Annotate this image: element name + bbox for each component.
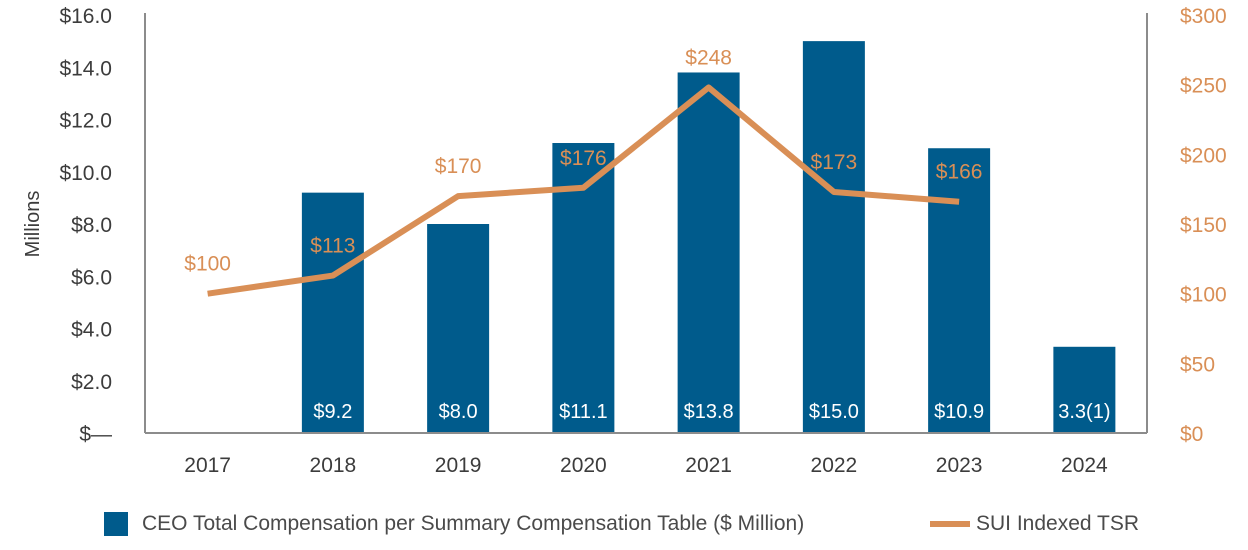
y-left-tick-label: $— [79,423,112,446]
tsr-value-label: $113 [310,235,355,258]
bar-2022 [802,41,865,433]
y-right-tick-label: $50 [1180,353,1215,376]
y-right-tick-label: $300 [1180,5,1227,28]
x-tick-label: 2017 [184,454,231,477]
bar-2019 [427,224,490,433]
tsr-value-label: $170 [435,155,482,178]
bar-value-label: $13.8 [684,401,734,423]
y-right-tick-label: $100 [1180,284,1227,307]
y-left-tick-label: $8.0 [71,214,112,237]
bar-2024 [1053,346,1116,433]
legend-item-tsr: SUI Indexed TSR [930,512,1139,536]
tsr-value-label: $173 [811,151,858,174]
y-left-tick-label: $6.0 [71,266,112,289]
y-left-tick-label: $10.0 [59,162,112,185]
chart: $— $2.0 $4.0 $6.0 $8.0 $10.0 $12.0 $14.0 $16.0 $0… [22,5,1227,477]
tsr-line [207,84,960,297]
y-axis-title: Millions [22,191,44,258]
legend-label-tsr: SUI Indexed TSR [976,512,1140,535]
y-left-tick-label: $16.0 [59,5,112,28]
x-tick-label: 2022 [811,454,858,477]
x-tick-label: 2018 [310,454,357,477]
bar-value-label: 3.3(1) [1058,401,1110,423]
x-tick-label: 2023 [936,454,983,477]
y-right-tick-label: $150 [1180,214,1227,237]
legend-swatch-tsr [930,521,970,527]
legend-swatch-compensation [104,512,128,536]
y-right-tick-label: $0 [1180,423,1203,446]
tsr-value-label: $176 [560,147,607,170]
x-tick-label: 2024 [1061,454,1108,477]
bar-value-label: $8.0 [439,401,478,423]
y-right-tick-label: $250 [1180,75,1227,98]
tsr-value-label: $248 [685,46,732,69]
legend-label-compensation: CEO Total Compensation per Summary Compe… [142,512,805,535]
y-left-tick-label: $4.0 [71,319,112,342]
bar-value-label: $9.2 [313,401,352,423]
bar-value-label: $11.1 [559,401,608,423]
y-left-tick-label: $2.0 [71,371,112,394]
bar-2021 [677,72,740,433]
y-right-tick-label: $200 [1180,144,1227,167]
bar-2018 [301,192,364,433]
x-tick-label: 2019 [435,454,482,477]
y-left-tick-label: $12.0 [59,110,112,133]
tsr-value-label: $166 [936,161,983,184]
x-tick-label: 2021 [685,454,732,477]
tsr-value-label: $100 [184,253,231,276]
bar-value-label: $15.0 [809,401,859,423]
legend-item-compensation: CEO Total Compensation per Summary Compe… [104,512,804,536]
legend: CEO Total Compensation per Summary Compe… [0,512,1248,546]
y-left-tick-label: $14.0 [59,57,112,80]
bar-2023 [928,148,991,434]
x-tick-label: 2020 [560,454,607,477]
bar-value-label: $10.9 [934,401,984,423]
